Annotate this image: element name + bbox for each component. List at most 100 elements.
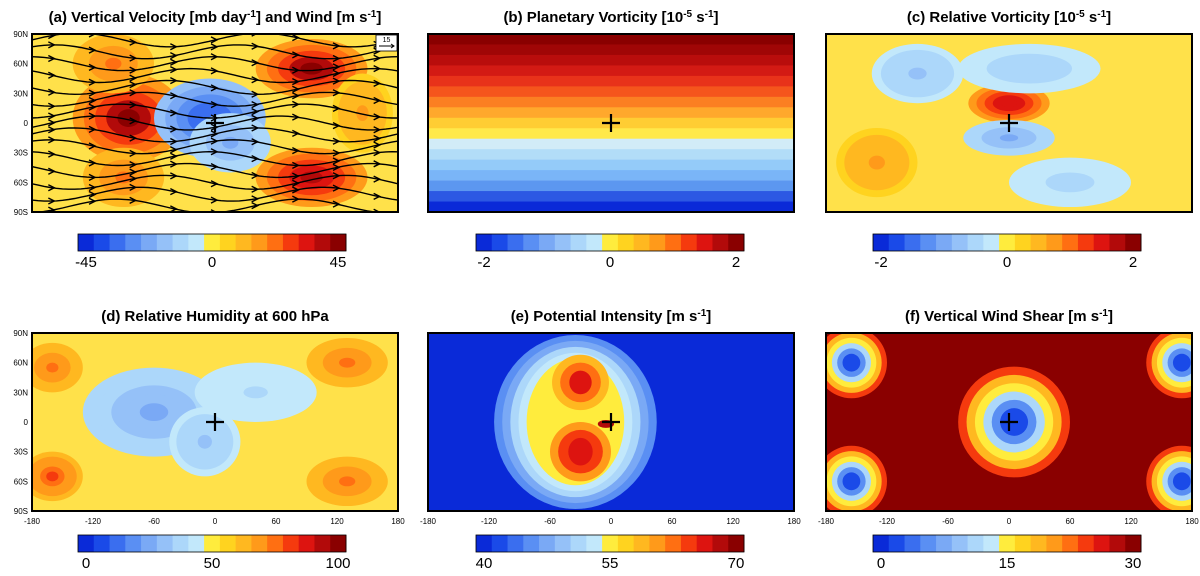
- colorbar-swatch: [602, 234, 619, 251]
- streamline-arrow: [210, 43, 219, 51]
- x-tick-label: 0: [609, 517, 614, 526]
- colorbar-swatch: [1077, 535, 1095, 552]
- colorbar-tick-label: 0: [82, 555, 90, 572]
- colorbar-swatch: [680, 535, 698, 552]
- colorbar-swatch: [125, 234, 142, 251]
- colorbar-swatch: [204, 234, 221, 251]
- streamline-arrow: [88, 197, 97, 205]
- streamline: [32, 162, 398, 179]
- colorbar-tick-label: 0: [877, 555, 885, 572]
- x-tick-label: 60: [668, 517, 677, 526]
- streamline-arrow: [292, 113, 300, 121]
- panel-e-title: (e) Potential Intensity [m s-1]: [511, 308, 712, 326]
- colorbar-swatch: [665, 535, 682, 552]
- streamline-arrow: [292, 161, 300, 170]
- streamline: [32, 139, 398, 155]
- streamline-arrow: [292, 146, 300, 155]
- colorbar-swatch: [649, 535, 666, 552]
- center-marker: [602, 114, 620, 132]
- x-tick-label: 60: [1066, 517, 1075, 526]
- streamline-arrow: [251, 171, 260, 180]
- colorbar-swatch: [1062, 234, 1079, 251]
- streamline-arrow: [170, 52, 178, 60]
- colorbar-swatch: [1046, 234, 1063, 251]
- streamline: [32, 174, 398, 190]
- colorbar-swatch: [204, 535, 221, 552]
- streamline-arrow: [292, 100, 300, 109]
- streamline-arrow: [210, 114, 219, 122]
- colorbar-swatch: [1062, 535, 1079, 552]
- y-tick-label: 90S: [14, 208, 28, 217]
- colorbar-swatch: [523, 535, 540, 552]
- streamline-arrow: [129, 89, 138, 97]
- streamline-arrow: [170, 43, 178, 51]
- panel-c-field: [826, 34, 1192, 212]
- panel-f-title: (f) Vertical Wind Shear [m s-1]: [905, 308, 1113, 326]
- streamline-arrow: [48, 167, 56, 175]
- x-tick-label: 120: [1124, 517, 1138, 526]
- streamline-arrow: [251, 124, 260, 132]
- colorbar-swatch: [1093, 535, 1110, 552]
- colorbar-swatch: [78, 535, 95, 552]
- center-marker: [1000, 413, 1018, 431]
- panel-a-frame: [31, 33, 399, 213]
- colorbar-tick-label: -45: [75, 254, 97, 271]
- x-tick-label: 180: [1185, 517, 1199, 526]
- colorbar-tick-label: 100: [325, 555, 350, 572]
- panel-a: (a) Vertical Velocity [mb day-1] and Win…: [13, 9, 399, 271]
- streamline-arrow: [251, 185, 260, 193]
- streamline-arrow: [373, 208, 381, 212]
- x-tick-label: -120: [85, 517, 102, 526]
- streamline-arrow: [292, 78, 300, 86]
- streamline-arrow: [332, 200, 341, 208]
- y-tick-label: 0: [24, 119, 29, 128]
- streamline-arrow: [373, 134, 382, 143]
- colorbar-swatch: [873, 535, 890, 552]
- streamline-arrow: [129, 175, 138, 183]
- colorbar-swatch: [967, 535, 984, 552]
- streamline-arrow: [48, 119, 56, 127]
- colorbar-swatch: [298, 234, 315, 251]
- colorbar-swatch: [141, 535, 158, 552]
- streamline-arrow: [170, 172, 178, 180]
- streamline-arrow: [332, 42, 341, 50]
- y-tick-label: 60N: [13, 359, 28, 368]
- colorbar-tick-label: 30: [1125, 555, 1142, 572]
- x-tick-label: 60: [272, 517, 281, 526]
- colorbar-tick-label: 70: [728, 555, 745, 572]
- streamline-arrow: [170, 187, 178, 196]
- streamline-arrow: [129, 117, 138, 125]
- colorbar-swatch: [570, 535, 587, 552]
- streamline-arrow: [88, 159, 97, 167]
- streamline-arrow: [210, 100, 219, 109]
- streamline-arrow: [48, 206, 56, 212]
- streamline-arrow: [88, 78, 97, 86]
- streamline-arrow: [129, 80, 138, 89]
- streamline-arrow: [251, 107, 260, 116]
- y-tick-label: 30S: [14, 149, 28, 158]
- streamline-arrow: [129, 38, 138, 46]
- panel-f-colorbar: 0 15 30: [872, 534, 1142, 572]
- streamline: [32, 34, 398, 48]
- y-tick-label: 90N: [13, 329, 28, 338]
- streamline-arrow: [292, 186, 300, 194]
- streamline-arrow: [332, 104, 341, 112]
- panel-d-frame: [31, 332, 399, 512]
- streamline-arrow: [332, 121, 341, 130]
- colorbar-swatch: [1109, 234, 1126, 251]
- streamline-arrow: [332, 184, 341, 192]
- center-marker: [602, 413, 620, 431]
- colorbar-swatch: [586, 234, 603, 251]
- colorbar-swatch: [602, 535, 619, 552]
- streamline-arrow: [210, 196, 219, 204]
- streamline-arrow: [129, 183, 138, 192]
- panel-b: (b) Planetary Vorticity [10-5 s-1] -2 0 2: [427, 9, 795, 271]
- colorbar-swatch: [235, 535, 252, 552]
- streamline-arrow: [88, 112, 97, 120]
- colorbar-swatch: [491, 535, 509, 552]
- streamline-arrow: [48, 102, 56, 110]
- streamline-arrow: [210, 123, 219, 131]
- colorbar-swatch: [539, 535, 556, 552]
- colorbar-tick-label: 0: [208, 254, 216, 271]
